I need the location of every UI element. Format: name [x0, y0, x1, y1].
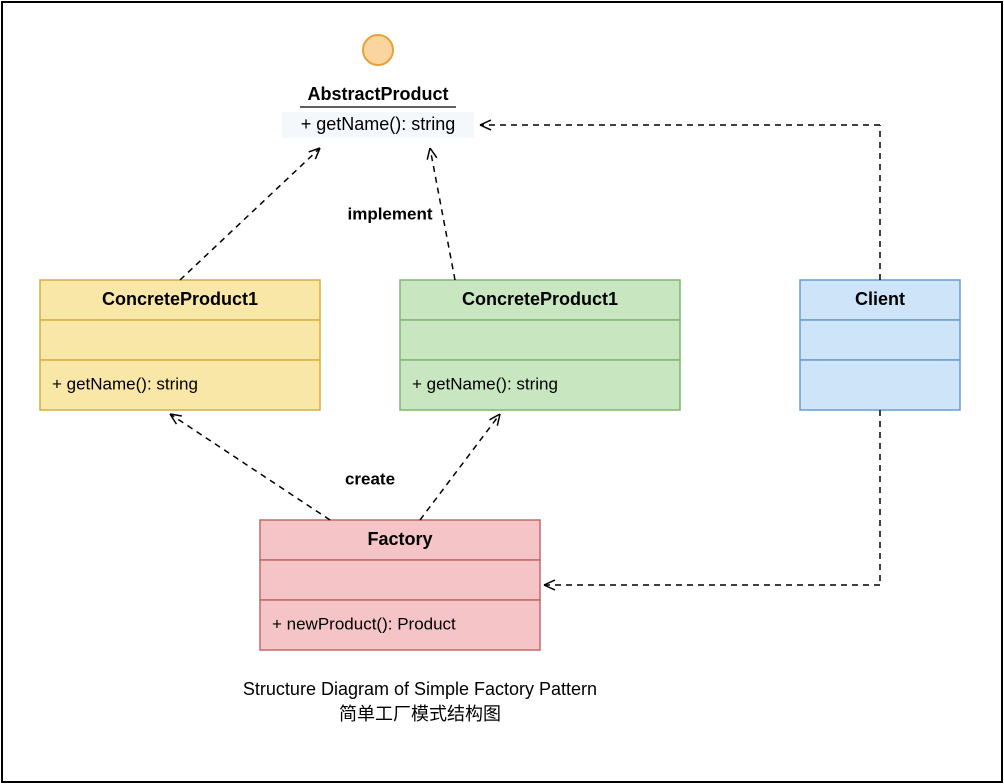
interface-method: + getName(): string — [301, 114, 456, 134]
label-implement: implement — [347, 204, 432, 223]
class-concrete-product-2-title: ConcreteProduct1 — [462, 289, 618, 309]
class-client: Client — [800, 280, 960, 410]
class-factory: Factory + newProduct(): Product — [260, 520, 540, 650]
class-concrete-product-1-method: + getName(): string — [52, 374, 198, 393]
interface-lollipop-icon — [363, 35, 393, 65]
class-concrete-product-2-method: + getName(): string — [412, 374, 558, 393]
class-factory-method: + newProduct(): Product — [272, 614, 456, 633]
class-concrete-product-2: ConcreteProduct1 + getName(): string — [400, 280, 680, 410]
interface-title: AbstractProduct — [307, 84, 448, 104]
class-concrete-product-1-title: ConcreteProduct1 — [102, 289, 258, 309]
label-create: create — [345, 469, 395, 488]
class-client-title: Client — [855, 289, 905, 309]
class-factory-title: Factory — [367, 529, 432, 549]
caption-line-2: 简单工厂模式结构图 — [339, 704, 501, 724]
class-concrete-product-1: ConcreteProduct1 + getName(): string — [40, 280, 320, 410]
caption-line-1: Structure Diagram of Simple Factory Patt… — [243, 679, 597, 699]
